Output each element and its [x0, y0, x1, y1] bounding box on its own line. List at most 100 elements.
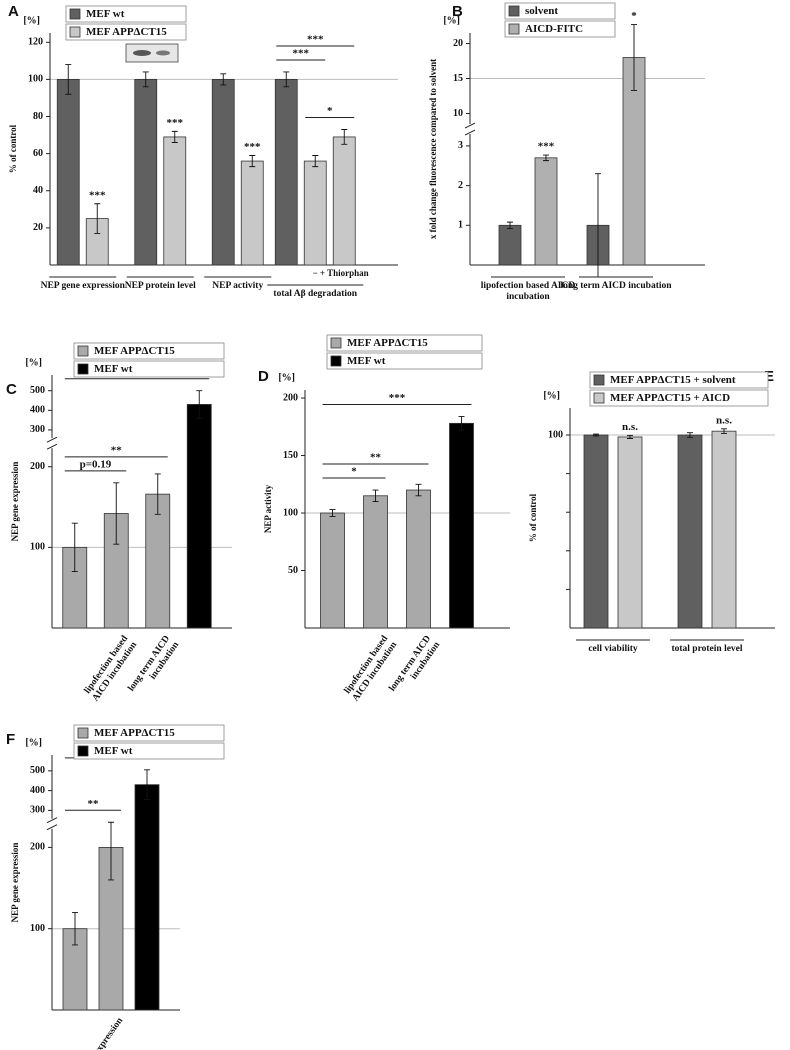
- axis-break: [46, 824, 58, 831]
- axis-break: [464, 122, 476, 129]
- panel-letter: D: [258, 368, 269, 385]
- error-bar: [458, 415, 465, 431]
- error-bar: [108, 821, 114, 881]
- legend-swatch: [508, 5, 520, 17]
- bar: [145, 493, 171, 629]
- bar: [449, 422, 474, 629]
- bar: [211, 79, 235, 266]
- legend-frame: [504, 2, 616, 20]
- legend-label: MEF APPΔCT15: [347, 337, 428, 349]
- bracket-label: ***: [389, 392, 406, 404]
- y-tick-label: 60: [33, 148, 43, 159]
- bracket-label: **: [370, 452, 382, 464]
- bar: [163, 136, 187, 266]
- legend-swatch: [593, 374, 605, 386]
- bar-label: + Thiorphan: [320, 268, 369, 278]
- y-tick-label: 80: [33, 111, 43, 122]
- legend-swatch: [330, 355, 342, 367]
- y-tick-label: 500: [30, 765, 45, 776]
- unit-label: [%]: [23, 15, 40, 26]
- significance-label: ***: [538, 141, 555, 153]
- significance-label: *: [631, 10, 637, 22]
- error-bar: [220, 73, 227, 86]
- panel-letter: A: [8, 3, 19, 20]
- bracket-label: ***: [293, 48, 310, 60]
- legend-label: MEF wt: [94, 745, 133, 757]
- bracket-label: *: [327, 105, 333, 117]
- y-tick-label: 200: [30, 842, 45, 853]
- error-bar: [72, 911, 78, 946]
- error-bar: [543, 154, 549, 162]
- bracket-label: *: [351, 466, 357, 478]
- y-axis-title: % of control: [8, 124, 18, 173]
- bar: [498, 224, 522, 266]
- blot-band: [133, 50, 151, 56]
- legend-label: MEF wt: [94, 363, 133, 375]
- legend-frame: [65, 23, 187, 41]
- legend-swatch: [77, 727, 89, 739]
- y-tick-label: 1: [458, 220, 463, 231]
- y-tick-label: 15: [453, 73, 463, 84]
- error-bar: [196, 390, 203, 419]
- category-label: total protein level: [671, 644, 743, 654]
- error-bar: [631, 24, 637, 91]
- bar: [677, 434, 703, 629]
- unit-label: [%]: [543, 390, 560, 401]
- legend-label: MEF wt: [347, 355, 386, 367]
- legend-swatch: [330, 337, 342, 349]
- axis-break: [46, 817, 58, 824]
- bar: [303, 160, 327, 266]
- unit-label: [%]: [278, 372, 295, 383]
- y-tick-label: 200: [30, 461, 45, 472]
- y-axis-title: NEP gene expression: [10, 843, 20, 923]
- error-bar: [341, 129, 348, 145]
- category-label: long term AICD incubation: [560, 281, 672, 291]
- y-tick-label: 20: [33, 222, 43, 233]
- error-bar: [154, 473, 161, 515]
- legend-frame: [65, 5, 187, 23]
- blot-band: [156, 50, 170, 56]
- legend-frame: [73, 724, 225, 742]
- panel-letter: E: [764, 368, 774, 385]
- error-bar: [312, 155, 319, 168]
- legend-frame: [326, 352, 483, 370]
- legend-label: MEF APPΔCT15: [86, 26, 167, 38]
- error-bar: [507, 221, 513, 229]
- error-bar: [144, 769, 150, 800]
- legend-label: MEF wt: [86, 8, 125, 20]
- legend-label: MEF APPΔCT15: [94, 345, 175, 357]
- error-bar: [593, 433, 599, 437]
- axis-break: [46, 436, 58, 443]
- error-bar: [249, 155, 256, 168]
- western-blot: [125, 43, 179, 63]
- bar: [186, 404, 212, 629]
- legend-label: solvent: [525, 5, 558, 17]
- error-bar: [65, 64, 72, 95]
- legend-label: MEF APPΔCT15: [94, 727, 175, 739]
- error-bar: [171, 130, 178, 143]
- bar: [320, 512, 345, 629]
- legend-swatch: [69, 8, 81, 20]
- legend-frame: [73, 360, 225, 378]
- category-label: total Aβ degradation: [273, 289, 358, 299]
- bracket-label: p=0.19: [80, 458, 112, 470]
- y-tick-label: 300: [30, 805, 45, 816]
- legend-label: MEF APPΔCT15 + AICD: [610, 392, 730, 404]
- error-bar: [283, 71, 290, 88]
- y-tick-label: 100: [548, 429, 563, 440]
- bar: [134, 784, 160, 1011]
- error-bar: [721, 428, 727, 434]
- bar: [617, 436, 643, 629]
- error-bar: [94, 203, 101, 234]
- unit-label: [%]: [25, 357, 42, 368]
- error-bar: [113, 482, 120, 545]
- y-axis-title: % of control: [528, 493, 538, 542]
- y-tick-label: 100: [30, 923, 45, 934]
- y-tick-label: 120: [28, 37, 43, 48]
- legend-swatch: [77, 363, 89, 375]
- y-axis-title: NEP activity: [263, 484, 273, 533]
- y-axis-title: NEP gene expression: [10, 462, 20, 542]
- bar: [406, 489, 431, 629]
- category-label: NEP activity: [212, 281, 264, 291]
